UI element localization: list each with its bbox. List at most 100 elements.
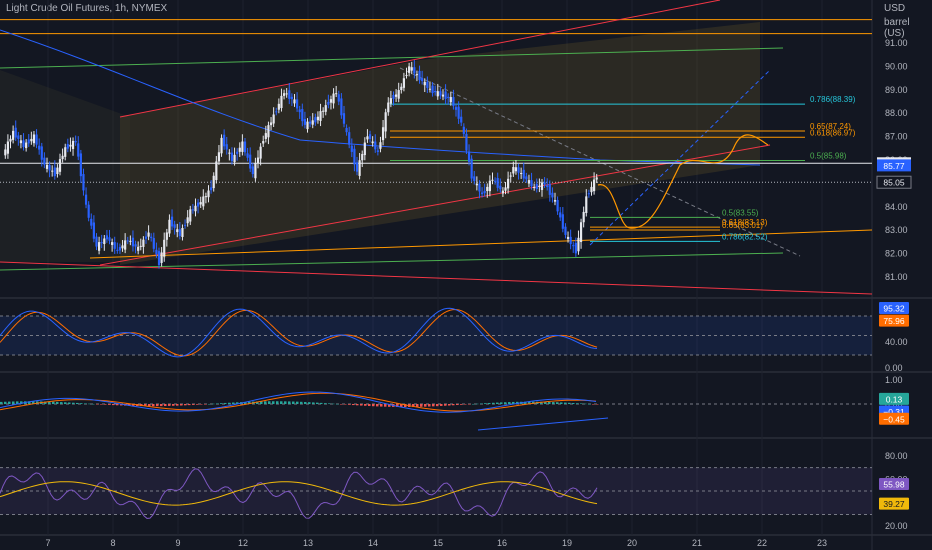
- macd-histogram-bar: [244, 401, 247, 404]
- candle-body: [475, 183, 478, 186]
- macd-histogram-bar: [472, 403, 475, 405]
- x-tick-label: 21: [692, 538, 702, 548]
- x-tick-label: 19: [562, 538, 572, 548]
- macd-histogram-bar: [12, 401, 15, 404]
- macd-histogram-bar: [360, 404, 363, 406]
- candle-body: [152, 238, 155, 249]
- candle-body: [277, 103, 280, 110]
- macd-histogram-bar: [356, 404, 359, 406]
- candle-body: [384, 112, 387, 132]
- x-tick-label: 23: [817, 538, 827, 548]
- stoch-k-line: [0, 307, 598, 358]
- candle-body: [64, 147, 67, 157]
- macd-histogram-bar: [372, 404, 375, 407]
- candle-body: [572, 245, 575, 247]
- candle-body: [92, 222, 95, 239]
- candle-body: [366, 136, 369, 140]
- macd-histogram-bar: [76, 402, 79, 404]
- macd-histogram-bar: [68, 402, 71, 404]
- macd-histogram-bar: [184, 404, 187, 406]
- macd-histogram-bar: [576, 403, 579, 404]
- macd-histogram-bar: [272, 401, 275, 404]
- candle-body: [269, 122, 273, 126]
- macd-histogram-bar: [236, 402, 239, 404]
- candle-body: [332, 93, 335, 104]
- candle-body: [402, 78, 406, 88]
- candle-body: [319, 111, 322, 121]
- macd-histogram-bar: [428, 404, 431, 407]
- candle-body: [103, 238, 106, 245]
- macd-histogram-bar: [480, 403, 483, 404]
- candle-body: [301, 108, 304, 122]
- channel-fill: [120, 22, 760, 265]
- candle-body: [363, 142, 366, 156]
- candle-body: [30, 138, 33, 142]
- candle-body: [25, 142, 28, 149]
- candle-body: [38, 145, 41, 150]
- candle-body: [556, 200, 559, 212]
- price-badge-label: 85.77: [883, 161, 905, 171]
- candle-body: [410, 67, 413, 71]
- candle-body: [335, 93, 338, 95]
- candle-body: [155, 249, 158, 255]
- rsi-tick-label: 80.00: [885, 451, 908, 461]
- macd-histogram-bar: [80, 403, 83, 404]
- candle-body: [483, 190, 486, 194]
- fib-level-label: 0.618(86.97): [810, 128, 856, 137]
- candle-body: [587, 193, 590, 195]
- candle-body: [368, 134, 372, 139]
- candle-body: [285, 93, 288, 95]
- candle-body: [413, 67, 416, 74]
- red-channel-top: [119, 0, 721, 118]
- macd-histogram-bar: [328, 403, 331, 404]
- macd-histogram-bar: [196, 404, 199, 405]
- macd-histogram-bar: [92, 403, 95, 405]
- macd-histogram-bar: [28, 401, 31, 404]
- macd-signal-value-box: [879, 412, 909, 425]
- candle-body: [577, 237, 580, 252]
- candle-body: [548, 183, 551, 195]
- candle-body: [12, 130, 15, 140]
- candle-body: [282, 93, 286, 96]
- candle-body: [150, 236, 153, 239]
- candle-body: [116, 249, 119, 251]
- macd-histogram-bar: [16, 401, 19, 404]
- macd-histogram-bar: [384, 404, 387, 407]
- candle-body: [501, 190, 505, 194]
- candle-body: [22, 140, 25, 148]
- macd-tick-label: 1.00: [885, 375, 903, 385]
- stoch-tick-label: 0.00: [885, 363, 903, 373]
- x-tick-label: 20: [627, 538, 637, 548]
- macd-histogram-bar: [48, 401, 51, 404]
- projection-path: [597, 134, 769, 229]
- candle-body: [460, 116, 463, 123]
- candle-body: [358, 160, 361, 176]
- price-badge-label: 85.05: [883, 178, 905, 188]
- price-tick-label: 90.00: [885, 61, 908, 71]
- macd-histogram-bar: [220, 403, 223, 404]
- candle-body: [355, 162, 359, 172]
- macd-histogram-bar: [4, 401, 7, 404]
- candle-body: [473, 176, 476, 182]
- candle-body: [204, 196, 208, 198]
- macd-histogram-bar: [340, 404, 343, 405]
- candle-body: [243, 141, 247, 153]
- macd-histogram-bar: [132, 404, 135, 406]
- candle-body: [215, 161, 218, 181]
- candle-body: [509, 175, 512, 177]
- candle-body: [540, 182, 544, 190]
- green-channel-top: [0, 47, 784, 69]
- candle-body: [121, 245, 124, 249]
- candle-body: [144, 236, 148, 239]
- macd-histogram-bar: [500, 402, 503, 404]
- candle-body: [275, 111, 278, 113]
- candle-body: [53, 167, 56, 177]
- candle-body: [374, 141, 377, 150]
- candle-body: [210, 187, 213, 191]
- candle-body: [566, 236, 570, 240]
- macd-histogram-bar: [224, 402, 227, 404]
- macd-histogram-bar: [216, 403, 219, 404]
- rsi-value: 55.98: [883, 480, 905, 490]
- candle-body: [19, 140, 23, 144]
